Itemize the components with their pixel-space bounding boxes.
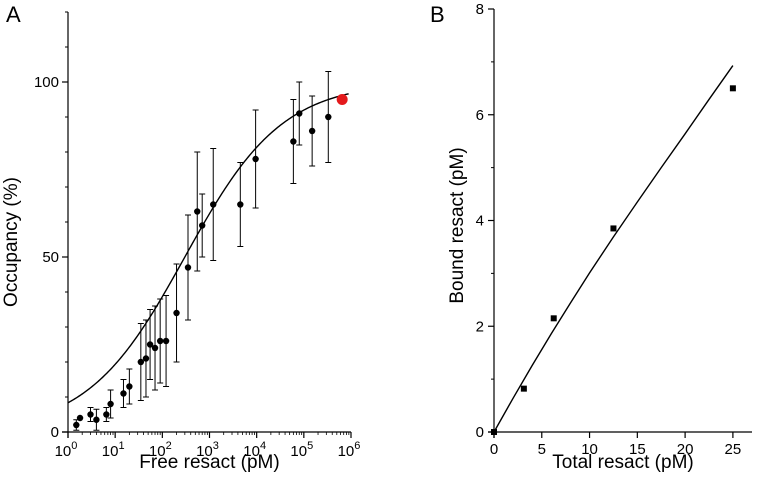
panel-a-xtick-label-1: 101 (102, 440, 125, 460)
panel-b-xtick-label-4: 20 (677, 441, 694, 458)
panel-a-point-23 (308, 127, 316, 135)
panel-b-ytick-label-0: 0 (476, 424, 484, 441)
panel-a-point-17 (198, 222, 206, 229)
tick-exponent: 3 (213, 440, 219, 452)
panel-b-label: B (430, 2, 445, 27)
tick-base: 10 (102, 443, 119, 460)
tick-exponent: 1 (118, 440, 124, 452)
panel-a-point-13 (162, 337, 170, 345)
tick-base: 10 (290, 443, 307, 460)
tick-base: 10 (196, 443, 213, 460)
panel-a-xtick-label-5: 105 (290, 440, 313, 460)
panel-b-ytick-label-4: 8 (476, 1, 484, 18)
panel-a-point-18 (210, 201, 217, 208)
panel-a-xtick-label-0: 100 (55, 440, 78, 460)
panel-a-xtick-label-4: 104 (243, 440, 266, 460)
panel-a-label: A (6, 2, 21, 27)
panel-a-highlight-point (336, 94, 348, 105)
panel-a-ytick-label-0: 0 (51, 424, 59, 441)
panel-a-point-22 (296, 110, 303, 117)
panel-a-point-12 (156, 337, 164, 345)
panel-b-xtick-label-1: 5 (538, 441, 546, 458)
panel-a-point-1 (76, 414, 84, 422)
panel-a-point-3 (93, 416, 100, 423)
panel-b-ytick-label-2: 4 (476, 213, 484, 230)
panel-a-point-24 (325, 113, 332, 121)
panel-b-xlabel: Total resact (pM) (552, 452, 693, 473)
panel-b-fit-curve (493, 65, 734, 433)
tick-base: 10 (149, 443, 166, 460)
tick-base: 10 (338, 443, 355, 460)
panel-a-point-16 (194, 208, 201, 215)
panel-b-xtick-label-5: 25 (725, 441, 742, 458)
panel-a-point-10 (146, 341, 154, 348)
panel-a-point-6 (120, 390, 127, 397)
tick-exponent: 2 (166, 440, 172, 452)
panel-b-point-3 (610, 225, 617, 232)
panel-a-point-15 (184, 264, 192, 271)
tick-exponent: 5 (307, 440, 313, 452)
panel-a-fit-curve (67, 93, 349, 404)
panel-b-ytick-label-1: 2 (476, 318, 484, 335)
panel-a-point-4 (103, 411, 110, 418)
tick-base: 10 (55, 443, 72, 460)
panel-b-xtick-label-3: 15 (629, 441, 646, 458)
panel-b-point-0 (491, 429, 497, 435)
panel-a-xtick-label-3: 103 (196, 440, 219, 460)
panel-b-ylabel: Bound resact (pM) (447, 147, 468, 303)
panel-a-point-9 (142, 355, 150, 362)
panel-a-point-5 (107, 400, 114, 408)
panel-a-ytick-label-1: 50 (42, 249, 59, 266)
tick-exponent: 4 (260, 440, 266, 452)
panel-b-xtick-label-2: 10 (581, 441, 598, 458)
tick-exponent: 6 (354, 440, 360, 452)
panel-a-point-21 (290, 138, 297, 145)
panel-a-point-0 (73, 421, 80, 429)
panel-b-xtick-label-0: 0 (490, 441, 498, 458)
panel-a-point-14 (173, 309, 180, 317)
tick-exponent: 0 (71, 440, 77, 452)
panel-a-point-19 (237, 201, 244, 208)
tick-base: 10 (243, 443, 260, 460)
panel-b-point-1 (520, 385, 527, 392)
panel-a-point-20 (252, 155, 259, 163)
panel-a-xtick-label-6: 106 (338, 440, 361, 460)
panel-a-point-2 (87, 411, 94, 418)
panel-a-point-8 (137, 358, 145, 366)
panel-b-point-2 (550, 315, 557, 322)
panel-b: B 0 2 4 6 8 0 5 10 15 20 25 Total resact (pM) Bound r… (430, 1, 752, 473)
panel-a-ytick-label-2: 100 (34, 74, 59, 91)
panel-b-ytick-label-3: 6 (476, 107, 484, 124)
panel-a-point-7 (126, 383, 133, 390)
panel-a-point-11 (151, 344, 159, 352)
panel-a-xtick-label-2: 102 (149, 440, 172, 460)
panel-a-ylabel: Occupancy (%) (1, 177, 22, 307)
panel-b-point-4 (729, 85, 736, 92)
panel-a-xlabel: Free resact (pM) (139, 452, 279, 473)
